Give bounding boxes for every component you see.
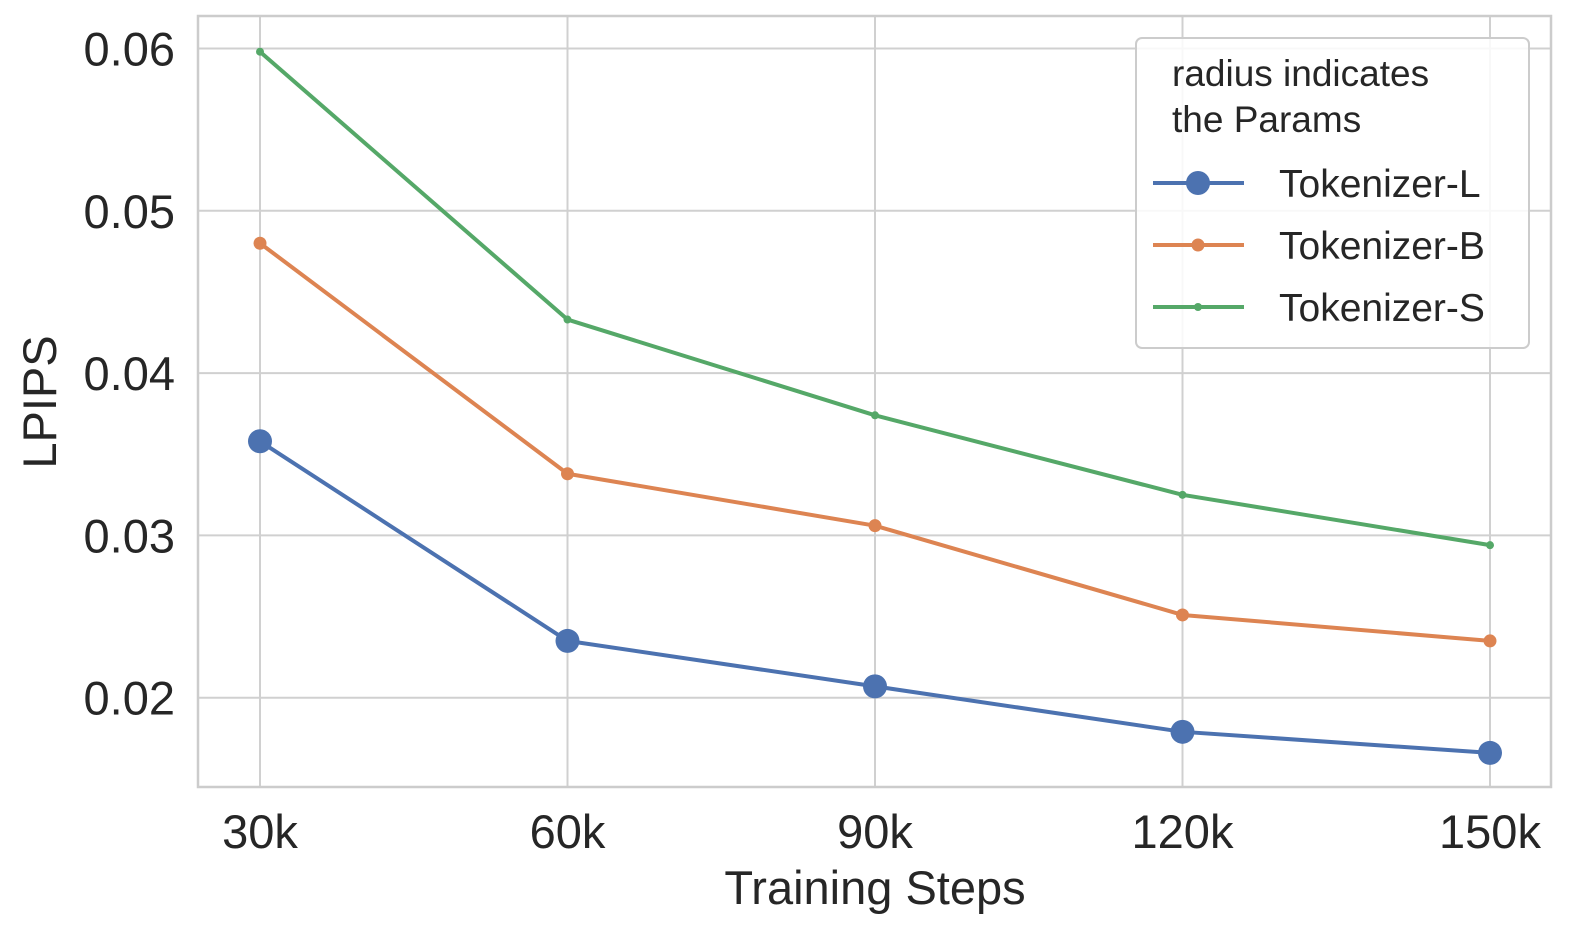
data-point [863, 674, 887, 699]
data-point [561, 467, 574, 481]
legend-title-line: the Params [1172, 99, 1361, 140]
x-tick-labels: 30k 60k 90k 120k 150k [222, 805, 1541, 858]
legend-label: Tokenizer-L [1279, 163, 1481, 206]
x-tick-label: 60k [530, 805, 606, 858]
y-tick-label: 0.03 [84, 509, 175, 562]
legend-item: Tokenizer-B [1153, 225, 1485, 268]
legend-box [1135, 37, 1530, 349]
legend-marker [1186, 171, 1210, 195]
legend: radius indicates the Params Tokenizer-LTo… [1135, 37, 1530, 349]
series-tokenizer-b [253, 236, 1497, 648]
data-point [248, 429, 272, 454]
x-axis-label: Training Steps [724, 861, 1025, 914]
legend-marker [1191, 238, 1205, 252]
x-tick-label: 90k [837, 805, 913, 858]
y-tick-labels: 0.02 0.03 0.04 0.05 0.06 [84, 22, 175, 724]
legend-marker [1194, 303, 1202, 311]
data-point [256, 47, 264, 56]
data-point [555, 628, 580, 653]
data-point [1478, 740, 1502, 765]
data-point [868, 519, 882, 533]
data-point [563, 315, 572, 324]
legend-label: Tokenizer-B [1279, 225, 1485, 268]
data-point [1178, 490, 1187, 499]
data-point [253, 236, 267, 250]
legend-items: Tokenizer-L Tokenizer-B Tokenizer-S [1153, 163, 1485, 330]
legend-title-line: radius indicates [1172, 53, 1429, 94]
y-tick-label: 0.04 [84, 347, 175, 400]
series-lines [248, 47, 1502, 765]
data-point [871, 411, 879, 420]
x-tick-label: 150k [1439, 805, 1541, 858]
series-tokenizer-l [248, 429, 1502, 765]
legend-item: Tokenizer-L [1153, 163, 1481, 206]
x-tick-label: 30k [222, 805, 298, 858]
y-tick-label: 0.05 [84, 185, 175, 238]
data-point [1176, 608, 1189, 622]
data-point [1483, 634, 1497, 648]
y-tick-label: 0.06 [84, 22, 175, 75]
legend-item: Tokenizer-S [1153, 287, 1485, 330]
plot-frame [196, 14, 1553, 789]
data-point [1486, 541, 1494, 550]
legend-title: radius indicates the Params [1172, 53, 1429, 140]
data-point [1170, 719, 1195, 744]
series-tokenizer-s [256, 47, 1494, 550]
y-axis-label: LPIPS [13, 335, 66, 468]
legend-label: Tokenizer-S [1279, 287, 1485, 330]
x-tick-label: 120k [1132, 805, 1234, 858]
y-tick-label: 0.02 [84, 672, 175, 725]
